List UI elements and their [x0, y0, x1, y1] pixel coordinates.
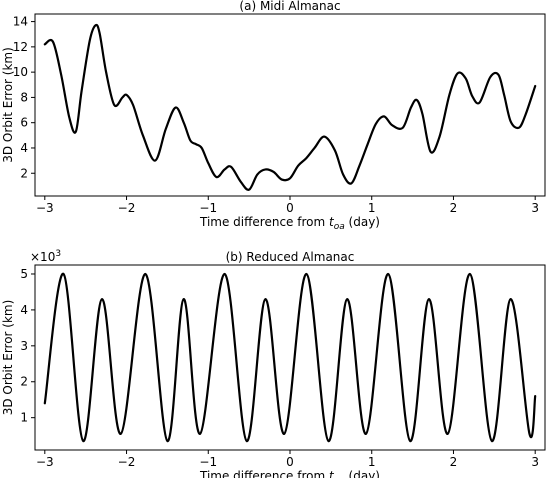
reduced-y-tick-label: 1 — [20, 411, 28, 425]
reduced-plot-frame — [34, 264, 546, 451]
reduced-x-axis-label: Time difference from toa (day) — [199, 469, 380, 478]
midi-y-tick-label: 8 — [20, 90, 28, 104]
midi-x-tick-label: −3 — [36, 201, 54, 215]
midi-y-tick-label: 2 — [20, 166, 28, 180]
midi-x-tick-label: 3 — [531, 201, 539, 215]
reduced-x-tick-label: 2 — [450, 455, 458, 469]
reduced-x-tick-label: 0 — [286, 455, 294, 469]
midi-y-tick-label: 4 — [20, 141, 28, 155]
reduced-x-tick-label: 1 — [368, 455, 376, 469]
reduced-y-tick-label: 4 — [20, 303, 28, 317]
reduced-series-line-0 — [43, 272, 537, 443]
reduced-y-axis-label: 3D Orbit Error (km) — [1, 300, 15, 416]
midi-x-tick-label: −2 — [118, 201, 136, 215]
reduced-y-tick-label: 3 — [20, 339, 28, 353]
midi-x-axis-label: Time difference from toa (day) — [199, 215, 380, 232]
midi-y-tick-label: 10 — [13, 65, 28, 79]
midi-x-tick-label: −1 — [199, 201, 217, 215]
reduced-y-tick-label: 5 — [20, 267, 28, 281]
reduced-x-tick-label: −3 — [36, 455, 54, 469]
reduced-chart-title: (b) Reduced Almanac — [226, 250, 355, 264]
reduced-x-tick-label: 3 — [531, 455, 539, 469]
midi-chart-title: (a) Midi Almanac — [239, 0, 340, 13]
reduced-x-tick-label: −2 — [118, 455, 136, 469]
midi-x-tick-label: 0 — [286, 201, 294, 215]
reduced-axis-multiplier: ×103 — [30, 249, 61, 264]
midi-series-line-0 — [43, 23, 537, 191]
midi-x-tick-label: 2 — [450, 201, 458, 215]
reduced-y-tick-label: 2 — [20, 375, 28, 389]
midi-y-tick-label: 12 — [13, 40, 28, 54]
midi-y-tick-label: 14 — [13, 15, 28, 29]
midi-y-tick-label: 6 — [20, 116, 28, 130]
midi-x-tick-label: 1 — [368, 201, 376, 215]
reduced-x-tick-label: −1 — [199, 455, 217, 469]
midi-plot-frame — [34, 13, 546, 197]
midi-y-axis-label: 3D Orbit Error (km) — [1, 47, 15, 163]
